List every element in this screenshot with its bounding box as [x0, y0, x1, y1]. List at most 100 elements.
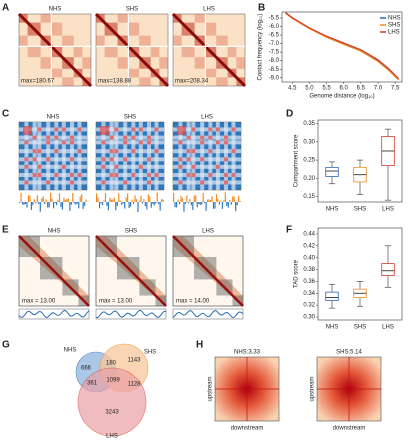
- map-title: NHS:3.33: [234, 350, 261, 356]
- spot: [70, 180, 74, 185]
- track-bar: [50, 192, 52, 202]
- axis-label: downstream: [333, 426, 366, 432]
- stripe: [19, 140, 87, 145]
- stripe: [173, 140, 241, 145]
- track-bar: [54, 202, 56, 204]
- spot: [109, 135, 114, 140]
- track-bar: [183, 202, 185, 212]
- y-tick-label: 0.36: [303, 279, 315, 285]
- spot: [37, 173, 42, 177]
- spot: [23, 126, 32, 135]
- stripe: [32, 122, 37, 190]
- track-bar: [69, 202, 71, 211]
- venn-count: 3243: [105, 410, 119, 416]
- track-bar: [23, 202, 25, 205]
- track-bar: [235, 202, 237, 212]
- max-label: max=208.34: [175, 79, 209, 85]
- track-bar: [45, 199, 47, 202]
- track-bar: [107, 202, 110, 211]
- track-bar: [204, 202, 206, 204]
- track-bar: [137, 202, 139, 212]
- heatmap-block: [51, 22, 63, 36]
- stripe: [19, 164, 87, 169]
- spot: [37, 149, 42, 154]
- stripe: [24, 122, 29, 190]
- track-bar: [78, 202, 80, 209]
- spot: [54, 127, 59, 132]
- spot: [37, 127, 42, 132]
- track-bar: [131, 199, 133, 202]
- track-bar: [173, 192, 175, 202]
- venn-circle: [77, 367, 147, 437]
- track-bar: [116, 202, 118, 206]
- track-bar: [63, 197, 65, 202]
- spot: [224, 180, 228, 185]
- spot: [191, 164, 196, 169]
- heatmap-block: [173, 35, 182, 47]
- spot: [131, 173, 136, 177]
- spot: [224, 157, 228, 162]
- spot: [61, 164, 66, 169]
- x-tick-label: NHS: [326, 207, 339, 213]
- track-bar: [128, 202, 130, 209]
- track-bar: [109, 197, 111, 202]
- spot: [186, 135, 191, 140]
- y-tick-label: -6.0: [269, 24, 280, 30]
- spot: [61, 140, 66, 145]
- spot: [114, 149, 119, 154]
- track-bar: [207, 199, 209, 202]
- track-bar: [226, 202, 228, 206]
- spot: [191, 149, 196, 154]
- spot: [123, 140, 128, 145]
- track-bar: [82, 202, 84, 209]
- track-bar: [64, 199, 67, 202]
- stripe: [208, 122, 213, 190]
- venn-set-label: SHS: [144, 350, 156, 356]
- track-bar: [125, 197, 127, 202]
- stripe: [96, 140, 164, 145]
- track-bar: [115, 202, 117, 211]
- venn-set-label: NHS: [64, 348, 77, 354]
- spot: [200, 140, 205, 145]
- stripe: [37, 122, 42, 190]
- track-bar: [118, 193, 120, 202]
- x-tick-label: 7.0: [374, 86, 383, 92]
- stripe: [173, 127, 241, 132]
- track-bar: [205, 202, 207, 211]
- stripe: [96, 180, 164, 185]
- plot-frame: [317, 227, 403, 321]
- max-label: max=180.67: [21, 79, 55, 85]
- stripe: [19, 127, 87, 132]
- heatmap-block: [40, 14, 52, 23]
- map-title: LHS: [201, 115, 213, 121]
- max-label: max=138.88: [98, 79, 132, 85]
- heatmap-block: [227, 46, 237, 58]
- max-label: max = 13.00: [22, 299, 56, 305]
- track-bar: [57, 199, 59, 202]
- track-bar: [55, 202, 58, 206]
- stripe: [173, 157, 241, 162]
- y-tick-label: -8.0: [269, 58, 280, 64]
- track-bar: [101, 202, 104, 206]
- insulation-track: [95, 309, 167, 318]
- heatmap-block: [73, 46, 83, 58]
- diagonal: [171, 12, 247, 88]
- panel-letter: C: [2, 109, 9, 120]
- panel-letter: E: [2, 225, 9, 236]
- spot: [70, 157, 74, 162]
- insulation-track: [172, 309, 244, 319]
- track-bar: [153, 202, 155, 206]
- spot: [138, 127, 143, 132]
- spot: [109, 157, 114, 162]
- stripe: [109, 122, 114, 190]
- plot-frame: [317, 119, 403, 203]
- track-bar: [138, 200, 141, 202]
- diagonal: [94, 12, 170, 88]
- panel-letter: H: [196, 340, 203, 351]
- venn-count: 666: [81, 366, 92, 372]
- spot: [123, 157, 128, 162]
- x-tick-label: 5.5: [322, 86, 331, 92]
- track-bar: [72, 193, 74, 202]
- spot: [154, 173, 159, 177]
- track-bar: [218, 202, 221, 205]
